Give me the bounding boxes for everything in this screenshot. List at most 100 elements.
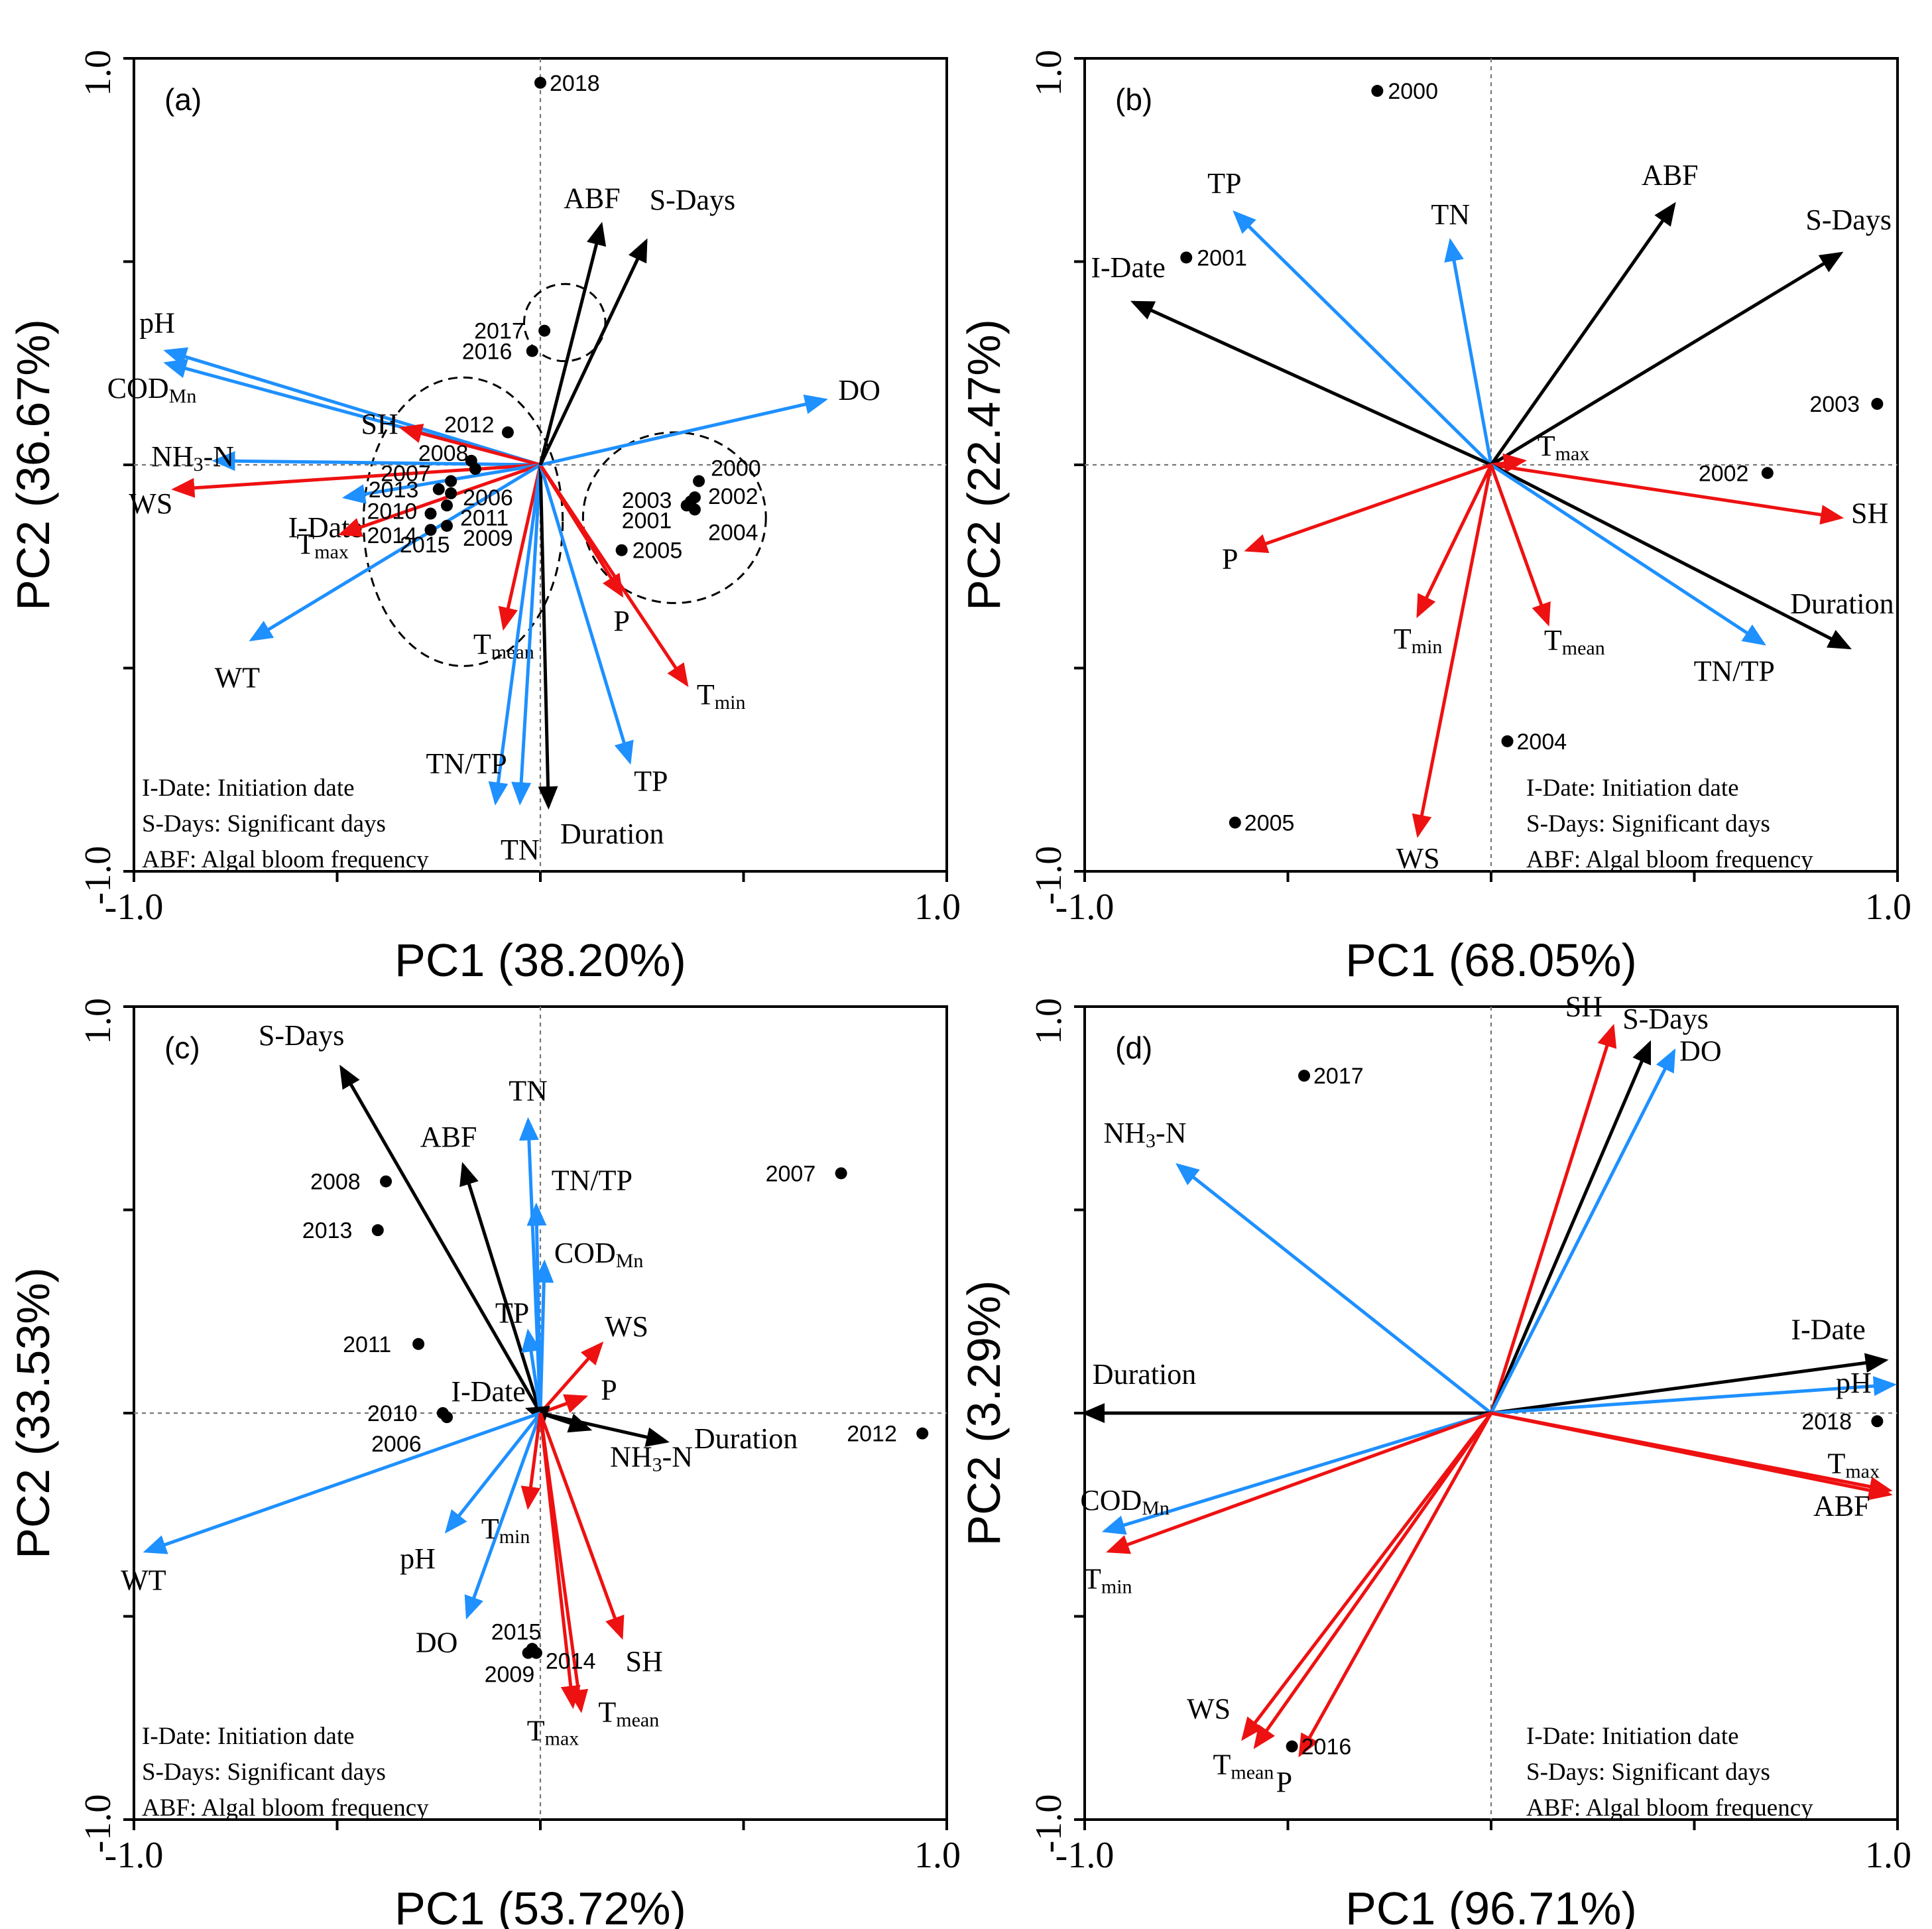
vector-label: WS <box>605 1310 648 1343</box>
year-point-2005 <box>615 544 628 556</box>
vector-arrow-ph <box>163 347 541 467</box>
vector-arrow-s-days <box>339 1064 542 1414</box>
vector-label: Tmean <box>1213 1749 1274 1784</box>
y-tick-label-min: -1.0 <box>1028 846 1069 905</box>
year-point-2006 <box>445 487 457 499</box>
vector-label: P <box>613 605 629 637</box>
year-label: 2018 <box>550 71 600 96</box>
vector-label: DO <box>416 1627 458 1659</box>
vector-label: WT <box>121 1564 166 1596</box>
legend-line: S-Days: Significant days <box>142 1759 386 1786</box>
legend-line: I-Date: Initiation date <box>1526 775 1739 802</box>
vector-label: SH <box>361 408 398 440</box>
year-point-2012 <box>501 426 514 438</box>
legend-line: ABF: Algal bloom frequency <box>1526 846 1813 873</box>
x-axis-label: PC1 (96.71%) <box>1345 1883 1637 1929</box>
x-tick-label-min: -1.0 <box>1056 1835 1115 1876</box>
y-tick-label-min: -1.0 <box>78 846 119 905</box>
y-tick-label-min: -1.0 <box>1028 1794 1069 1853</box>
year-point-2016 <box>526 345 538 357</box>
x-tick-label-max: 1.0 <box>914 887 961 928</box>
x-axis-label: PC1 (53.72%) <box>394 1883 686 1929</box>
year-label: 2012 <box>847 1422 897 1447</box>
vector-label: P <box>1276 1766 1292 1798</box>
year-point-2012 <box>916 1427 929 1440</box>
vector-arrow-nh3-n <box>211 451 541 471</box>
vector-arrow-wt <box>249 463 542 642</box>
vector-arrow-codmn <box>1101 1411 1492 1535</box>
year-point-2015 <box>469 463 481 475</box>
vector-label: I-Date <box>1791 1313 1865 1345</box>
x-axis-label: PC1 (38.20%) <box>394 934 686 986</box>
vector-label: TN/TP <box>552 1164 633 1196</box>
year-point-2001 <box>680 499 693 512</box>
y-axis-label: PC2 (36.67%) <box>7 319 59 611</box>
year-label: 2014 <box>546 1649 596 1674</box>
vector-label: Tmin <box>481 1513 530 1548</box>
year-label: 2013 <box>369 477 419 503</box>
vector-label: Duration <box>560 818 664 850</box>
vector-label: ABF <box>420 1121 477 1153</box>
vector-label: ABF <box>1642 159 1699 192</box>
vector-label: ABF <box>564 182 621 214</box>
year-point-2010 <box>424 507 437 520</box>
vector-arrow-ws <box>1412 464 1493 838</box>
vector-label: WS <box>1187 1692 1231 1725</box>
vector-arrow-tn-tp <box>488 464 542 806</box>
year-label: 2003 <box>622 488 672 513</box>
year-label: 2008 <box>310 1170 361 1195</box>
year-point-2002 <box>1761 467 1774 479</box>
vector-label: Tmin <box>1083 1562 1132 1597</box>
vector-label: S-Days <box>1622 1003 1709 1035</box>
x-axis-label: PC1 (68.05%) <box>1345 934 1637 986</box>
vector-arrow-do <box>1489 1048 1676 1414</box>
year-label: 2002 <box>1699 461 1749 486</box>
y-tick-label-min: -1.0 <box>78 1794 119 1853</box>
year-point-2004 <box>1501 735 1514 747</box>
year-label: 2010 <box>367 1401 418 1426</box>
year-label: 2016 <box>1301 1735 1352 1760</box>
vector-label: Tmax <box>527 1714 579 1749</box>
vector-arrow-do <box>464 1412 542 1620</box>
vector-arrow-s-days <box>1490 251 1844 467</box>
year-label: 2009 <box>485 1662 535 1688</box>
x-tick-label-min: -1.0 <box>105 1835 164 1876</box>
year-label: 2000 <box>1388 79 1438 104</box>
year-point-2001 <box>1180 251 1193 264</box>
vector-label: pH <box>139 306 175 339</box>
vector-label: Tmean <box>473 628 534 663</box>
panel-label: (c) <box>164 1030 200 1065</box>
vector-arrow-tmin <box>520 1412 542 1510</box>
year-label: 2007 <box>766 1161 816 1186</box>
year-label: 2016 <box>462 339 513 364</box>
vector-label: Duration <box>1093 1358 1196 1391</box>
vector-arrow-ws <box>539 1341 604 1414</box>
year-label: 2009 <box>463 526 513 551</box>
vector-label: SH <box>625 1645 662 1678</box>
vector-label: TP <box>634 765 668 797</box>
year-point-2006 <box>441 1411 453 1424</box>
year-label: 2003 <box>1809 392 1860 417</box>
year-label: 2011 <box>343 1332 391 1357</box>
year-point-2011 <box>412 1338 425 1350</box>
year-point-2016 <box>1286 1740 1298 1753</box>
year-label: 2008 <box>418 441 469 466</box>
legend-line: I-Date: Initiation date <box>1526 1723 1739 1750</box>
year-point-2014 <box>424 524 437 536</box>
x-tick-label-min: -1.0 <box>1056 887 1115 928</box>
vector-arrow-ph <box>444 1412 542 1534</box>
vector-label: WS <box>129 487 172 520</box>
vector-label: Duration <box>694 1422 798 1455</box>
vector-arrow-abf <box>538 221 607 466</box>
year-point-2005 <box>1229 816 1241 829</box>
cluster-ellipse <box>581 431 767 604</box>
y-axis-label: PC2 (3.29%) <box>958 1280 1010 1546</box>
y-axis-label: PC2 (33.53%) <box>7 1267 59 1559</box>
year-label: 2007 <box>381 462 431 487</box>
vector-label: S-Days <box>1805 204 1892 236</box>
year-label: 2000 <box>711 456 761 481</box>
year-label: 2002 <box>708 484 758 509</box>
vector-label: CODMn <box>554 1237 644 1272</box>
vector-label: TN <box>509 1075 548 1107</box>
vector-label: NH3-N <box>610 1441 693 1476</box>
